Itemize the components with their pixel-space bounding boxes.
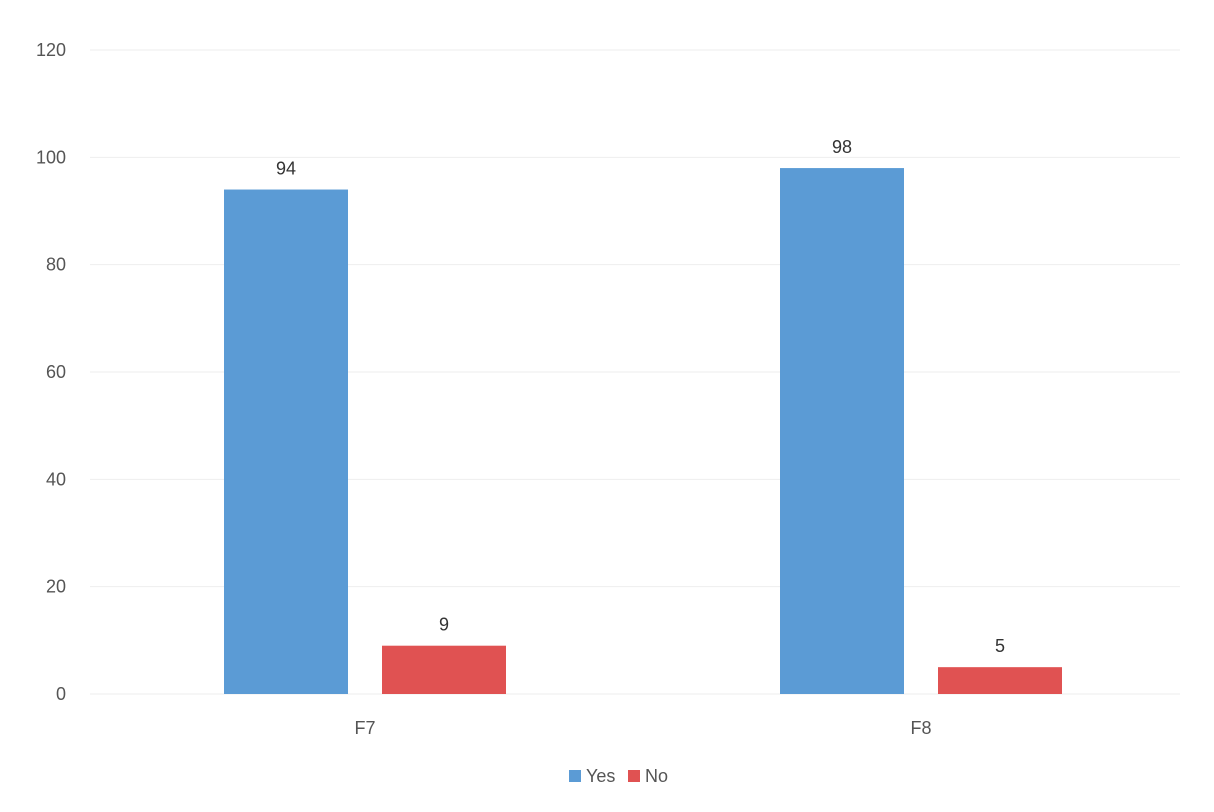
y-tick-label: 60 bbox=[46, 362, 66, 382]
bar-no-f7 bbox=[382, 645, 506, 694]
legend: Yes No bbox=[569, 766, 668, 786]
y-tick-label: 0 bbox=[56, 684, 66, 704]
legend-label-no: No bbox=[645, 766, 668, 786]
x-tick-label-f8: F8 bbox=[910, 718, 931, 738]
data-label-yes-f8: 98 bbox=[832, 137, 852, 157]
bar-yes-f7 bbox=[224, 189, 348, 695]
data-label-no-f7: 9 bbox=[439, 615, 449, 635]
data-labels: 94 9 98 5 bbox=[276, 137, 1005, 656]
x-tick-label-f7: F7 bbox=[354, 718, 375, 738]
x-axis-category-labels: F7 F8 bbox=[354, 718, 931, 738]
legend-swatch-yes bbox=[569, 770, 581, 782]
legend-label-yes: Yes bbox=[586, 766, 615, 786]
y-tick-label: 100 bbox=[36, 147, 66, 167]
bar-yes-f8 bbox=[780, 168, 904, 695]
legend-swatch-no bbox=[628, 770, 640, 782]
data-label-yes-f7: 94 bbox=[276, 159, 296, 179]
y-tick-label: 20 bbox=[46, 577, 66, 597]
y-tick-label: 40 bbox=[46, 469, 66, 489]
y-axis-tick-labels: 0 20 40 60 80 100 120 bbox=[36, 40, 66, 704]
y-tick-label: 120 bbox=[36, 40, 66, 60]
bar-no-f8 bbox=[938, 667, 1062, 694]
bars bbox=[224, 168, 1062, 695]
data-label-no-f8: 5 bbox=[995, 636, 1005, 656]
y-tick-label: 80 bbox=[46, 255, 66, 275]
